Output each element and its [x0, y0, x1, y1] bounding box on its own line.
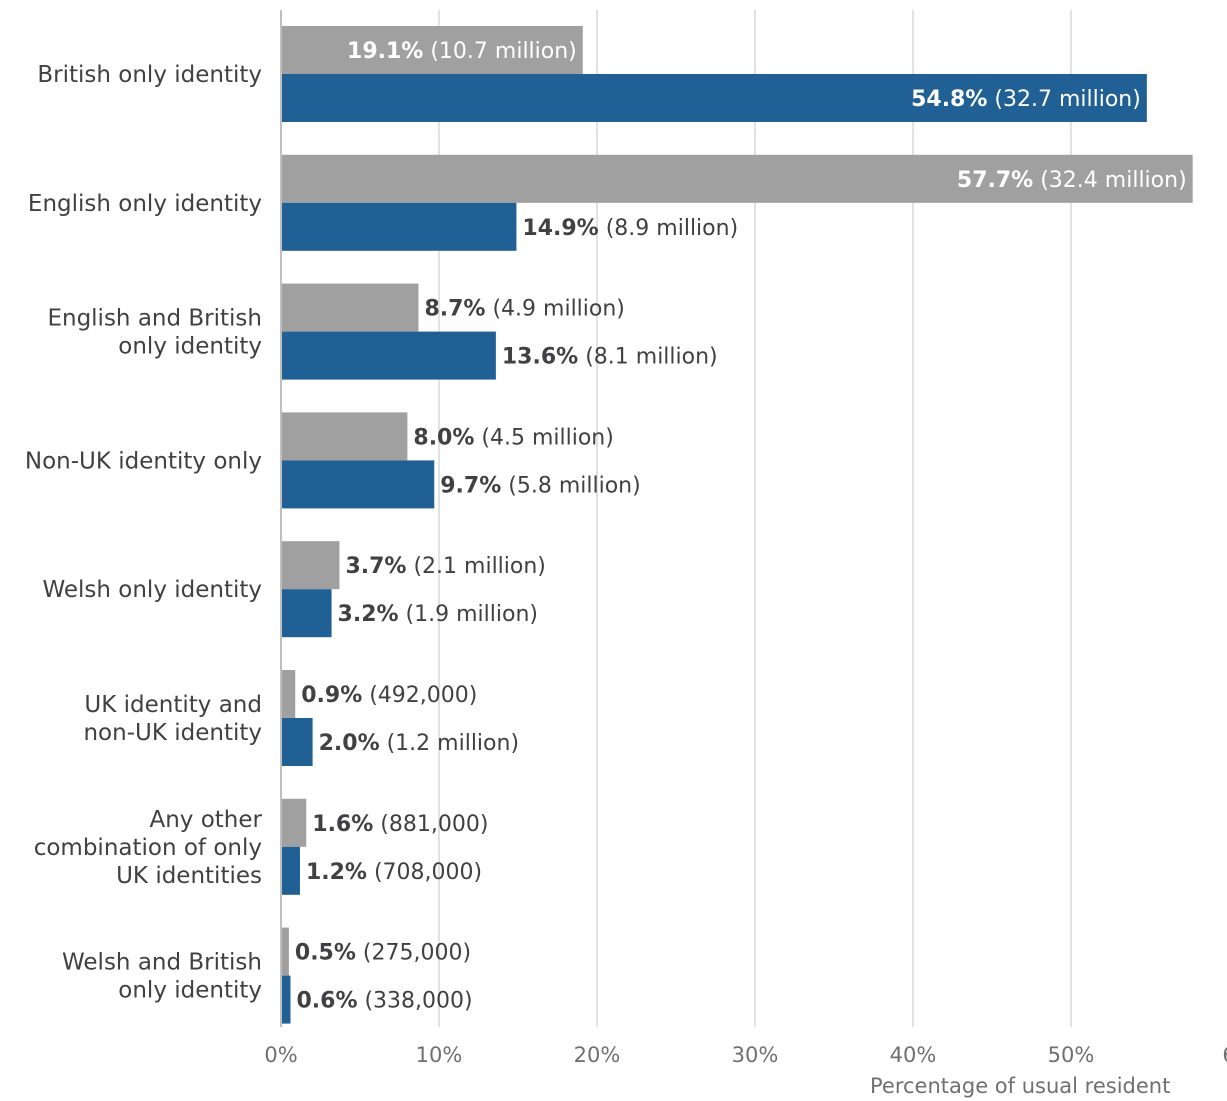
data-label: 0.6% (338,000): [296, 989, 472, 1014]
data-label: 0.5% (275,000): [295, 941, 471, 966]
data-label: 1.6% (881,000): [312, 812, 488, 837]
category-label-line: combination of only: [34, 835, 262, 861]
category-label: English and British only identity: [47, 306, 262, 360]
data-label-count: (4.9 million): [485, 297, 624, 322]
bar-grey-6: [281, 798, 307, 847]
data-label-count: (32.4 million): [1033, 168, 1186, 193]
category-label-line: Welsh only identity: [42, 577, 262, 603]
bar-grey-2: [281, 283, 419, 332]
category-label-line: Welsh and British: [62, 950, 262, 976]
bar-grey-0: [281, 26, 583, 74]
data-label-pct: 0.9%: [301, 683, 362, 708]
data-label: 9.7% (5.8 million): [440, 473, 640, 498]
bar-blue-3: [281, 460, 435, 509]
data-label-count: (275,000): [356, 941, 471, 966]
data-label-count: (32.7 million): [987, 87, 1140, 112]
data-label-count: (10.7 million): [423, 39, 576, 64]
bar-blue-1: [281, 202, 517, 251]
data-label-pct: 54.8%: [911, 87, 987, 112]
x-tick-label: 10%: [416, 1043, 463, 1067]
category-label: Non-UK identity only: [25, 448, 262, 474]
data-label-pct: 2.0%: [319, 731, 380, 756]
x-tick-label: 30%: [732, 1043, 779, 1067]
bar-blue-7: [281, 975, 291, 1024]
data-label: 54.8% (32.7 million): [911, 87, 1141, 112]
x-tick-label: 40%: [890, 1043, 937, 1067]
data-label-count: (1.2 million): [380, 731, 519, 756]
bar-blue-6: [281, 846, 300, 895]
category-labels: British only identity English only identi…: [25, 62, 263, 1004]
data-label-pct: 13.6%: [502, 345, 578, 370]
bar-blue-4: [281, 589, 332, 638]
x-axis-title: Percentage of usual resident: [870, 1074, 1170, 1098]
bar-grey-4: [281, 541, 340, 590]
data-label-pct: 8.7%: [424, 297, 485, 322]
x-axis-ticks: 0% 10% 20% 30% 40% 50% 6: [264, 1043, 1227, 1067]
data-label: 0.9% (492,000): [301, 683, 477, 708]
category-label-line: only identity: [118, 978, 262, 1004]
data-label-count: (492,000): [362, 683, 477, 708]
data-label-pct: 0.6%: [296, 989, 357, 1014]
data-label-count: (2.1 million): [406, 554, 545, 579]
category-label: Welsh only identity: [42, 577, 262, 603]
category-label: English only identity: [28, 191, 262, 217]
data-label-count: (338,000): [357, 989, 472, 1014]
data-label-pct: 3.2%: [338, 602, 399, 627]
data-label: 8.0% (4.5 million): [413, 425, 613, 450]
data-label-count: (708,000): [367, 860, 482, 885]
data-label-pct: 8.0%: [413, 425, 474, 450]
data-label: 2.0% (1.2 million): [319, 731, 519, 756]
x-tick-label: 6: [1222, 1043, 1227, 1067]
category-label-line: English only identity: [28, 191, 262, 217]
data-label-pct: 0.5%: [295, 941, 356, 966]
bar-grey-3: [281, 412, 408, 461]
data-label-pct: 1.2%: [306, 860, 367, 885]
category-label-line: UK identity and: [84, 692, 262, 718]
category-label-line: Any other: [149, 807, 262, 833]
data-label-pct: 3.7%: [345, 554, 406, 579]
bar-grey-1: [281, 154, 1193, 203]
bar-grey-7: [281, 927, 289, 976]
category-label-line: only identity: [118, 334, 262, 360]
data-label-count: (1.9 million): [399, 602, 538, 627]
category-label: British only identity: [37, 62, 262, 88]
data-label-pct: 9.7%: [440, 473, 501, 498]
data-label-count: (5.8 million): [501, 473, 640, 498]
data-label: 3.2% (1.9 million): [338, 602, 538, 627]
bars: [281, 26, 1193, 1024]
data-label-count: (881,000): [373, 812, 488, 837]
data-label-pct: 57.7%: [957, 168, 1033, 193]
category-label-line: English and British: [47, 306, 262, 332]
category-label-line: Non-UK identity only: [25, 448, 262, 474]
data-label: 1.2% (708,000): [306, 860, 482, 885]
x-tick-label: 20%: [574, 1043, 621, 1067]
category-label-line: British only identity: [37, 62, 262, 88]
data-labels: 19.1% (10.7 million) 54.8% (32.7 million)…: [295, 39, 1187, 1014]
data-label-pct: 19.1%: [347, 39, 423, 64]
category-label: Any other combination of only UK identitie…: [34, 807, 263, 889]
category-label: Welsh and British only identity: [62, 950, 262, 1004]
category-label-line: UK identities: [116, 863, 262, 889]
bar-blue-0: [281, 74, 1147, 122]
data-label: 13.6% (8.1 million): [502, 345, 718, 370]
bar-grey-5: [281, 670, 296, 718]
data-label-count: (4.5 million): [474, 425, 613, 450]
x-tick-label: 0%: [264, 1043, 297, 1067]
data-label: 8.7% (4.9 million): [424, 297, 624, 322]
data-label: 3.7% (2.1 million): [345, 554, 545, 579]
bar-blue-5: [281, 718, 313, 766]
x-tick-label: 50%: [1048, 1043, 1095, 1067]
data-label-pct: 1.6%: [312, 812, 373, 837]
data-label-pct: 14.9%: [522, 216, 598, 241]
category-label-line: non-UK identity: [83, 720, 262, 746]
data-label: 57.7% (32.4 million): [957, 168, 1187, 193]
bar-blue-2: [281, 331, 496, 380]
category-label: UK identity and non-UK identity: [83, 692, 262, 746]
data-label-count: (8.9 million): [599, 216, 738, 241]
data-label-count: (8.1 million): [578, 345, 717, 370]
data-label: 19.1% (10.7 million): [347, 39, 577, 64]
data-label: 14.9% (8.9 million): [522, 216, 738, 241]
